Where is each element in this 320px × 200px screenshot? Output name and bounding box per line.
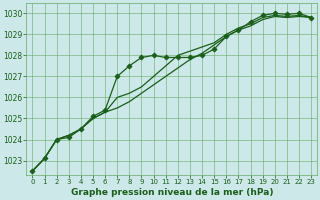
X-axis label: Graphe pression niveau de la mer (hPa): Graphe pression niveau de la mer (hPa) (70, 188, 273, 197)
